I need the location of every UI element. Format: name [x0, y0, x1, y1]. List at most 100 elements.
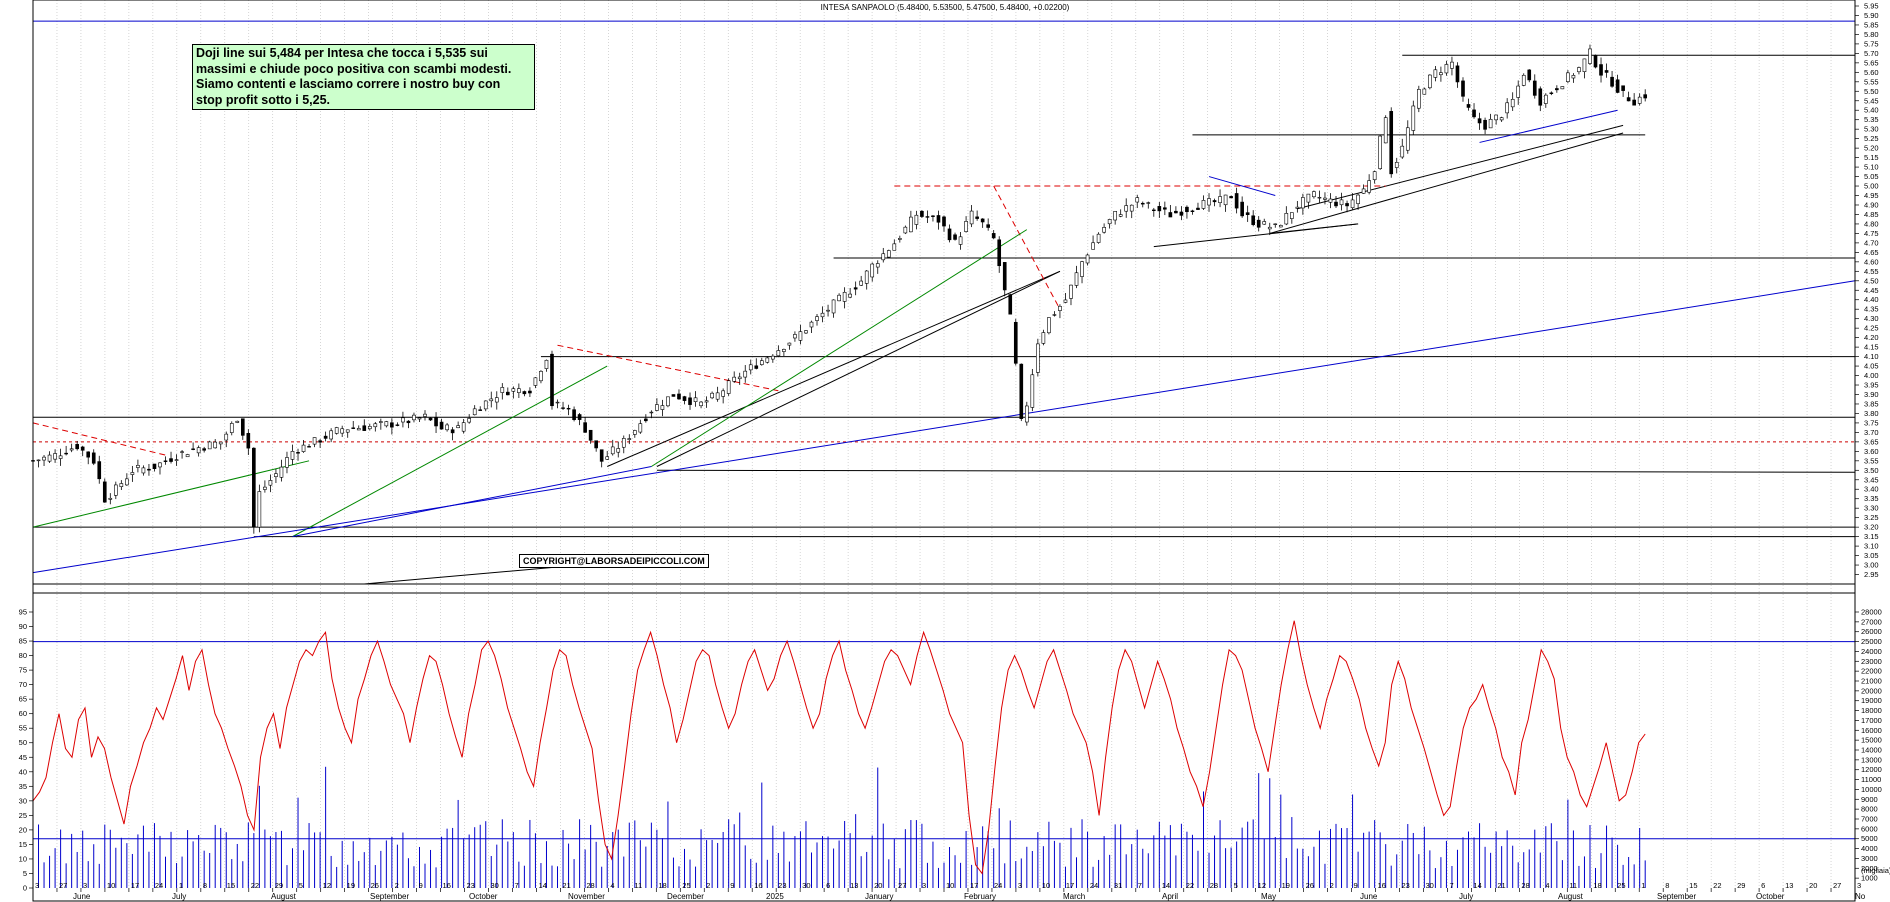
candle-body [395, 424, 400, 426]
x-tick-label: 20 [1809, 881, 1817, 890]
volume-tick-label: 7000 [1861, 815, 1878, 824]
x-month-label: July [1459, 892, 1473, 901]
candle-body [572, 409, 576, 420]
x-tick-label: 14 [538, 881, 546, 890]
x-month-label: February [964, 892, 996, 901]
candle-body [1621, 85, 1625, 91]
candle-body [1234, 193, 1239, 209]
price-tick-label: 3.95 [1864, 381, 1879, 390]
candle-body [666, 396, 670, 407]
candle-body [1604, 70, 1609, 73]
candle-body [953, 234, 957, 240]
support-line [656, 469, 1856, 473]
osc-tick-label: 30 [19, 796, 27, 805]
candle-body [1394, 162, 1399, 168]
candle-body [1378, 135, 1382, 170]
x-tick-label: 12 [323, 881, 331, 890]
oscillator-panel [32, 620, 1855, 888]
osc-tick-label: 35 [19, 782, 27, 791]
x-tick-label: 27 [59, 881, 67, 890]
candle-body [1212, 200, 1217, 203]
osc-tick-label: 55 [19, 724, 27, 733]
candle-body [533, 377, 538, 386]
candle-body [1588, 48, 1592, 64]
price-tick-label: 5.70 [1864, 49, 1879, 58]
candle-body [174, 459, 179, 461]
candle-body [191, 448, 195, 450]
chart-title: INTESA SANPAOLO (5.48400, 5.53500, 5.475… [821, 3, 1070, 12]
x-tick-label: 22 [251, 881, 259, 890]
price-tick-label: 3.90 [1864, 390, 1879, 399]
candle-body [820, 312, 825, 318]
candle-body [1019, 363, 1024, 419]
resistance-line [32, 422, 166, 456]
price-tick-label: 5.65 [1864, 58, 1879, 67]
candle-body [1091, 242, 1095, 250]
candle-body [1201, 200, 1206, 209]
osc-tick-label: 95 [19, 608, 27, 617]
osc-tick-label: 75 [19, 666, 27, 675]
x-tick-label: 13 [1785, 881, 1793, 890]
candle-body [1262, 221, 1267, 225]
candle-body [1267, 226, 1272, 230]
candle-body [1389, 111, 1394, 175]
x-tick-label: 30 [1425, 881, 1433, 890]
copyright-label: COPYRIGHT@LABORSADEIPICCOLI.COM [519, 554, 709, 568]
candle-body [1251, 215, 1256, 225]
volume-tick-label: 22000 [1861, 667, 1882, 676]
volume-tick-label: 28000 [1861, 608, 1882, 617]
x-tick-label: 8 [1665, 881, 1669, 890]
x-month-label: July [172, 892, 186, 901]
candle-body [1527, 69, 1532, 81]
candle-body [699, 401, 703, 407]
blue-trendline [1479, 109, 1618, 143]
price-tick-label: 5.10 [1864, 163, 1879, 172]
candle-body [958, 236, 963, 245]
candle-body [621, 438, 626, 448]
x-tick-label: 13 [850, 881, 858, 890]
x-tick-label: 10 [107, 881, 115, 890]
candle-body [1047, 317, 1051, 334]
candle-body [1372, 171, 1377, 180]
x-tick-label: 21 [1497, 881, 1505, 890]
candle-body [936, 215, 941, 223]
candle-body [1218, 196, 1222, 203]
candle-body [671, 394, 676, 397]
price-tick-label: 4.55 [1864, 267, 1879, 276]
candle-body [1058, 305, 1062, 311]
candle-body [1599, 64, 1603, 76]
candle-body [263, 486, 267, 490]
candle-body [1163, 207, 1167, 210]
price-tick-label: 4.10 [1864, 352, 1879, 361]
candle-body [108, 497, 113, 500]
candle-body [1317, 196, 1322, 199]
x-tick-label: 17 [970, 881, 978, 890]
candle-body [1532, 80, 1537, 96]
x-tick-label: 18 [658, 881, 666, 890]
price-tick-label: 3.05 [1864, 551, 1879, 560]
candle-body [307, 446, 311, 448]
candle-body [390, 422, 394, 428]
x-tick-label: 17 [131, 881, 139, 890]
x-tick-label: 12 [1258, 881, 1266, 890]
x-tick-label: 14 [1473, 881, 1481, 890]
support-line [656, 270, 1061, 467]
candle-body [467, 418, 471, 423]
candle-body [301, 444, 306, 452]
candle-body [1036, 343, 1040, 373]
x-tick-label: 30 [802, 881, 810, 890]
price-tick-label: 4.90 [1864, 200, 1879, 209]
candle-body [1278, 225, 1283, 228]
osc-tick-label: 80 [19, 651, 27, 660]
candle-body [1555, 88, 1559, 91]
price-tick-label: 3.45 [1864, 475, 1879, 484]
candle-body [345, 429, 350, 433]
price-tick-label: 2.95 [1864, 570, 1879, 579]
volume-tick-label: 8000 [1861, 805, 1878, 814]
x-tick-label: 15 [1689, 881, 1697, 890]
support-line [364, 566, 558, 585]
candle-body [1566, 72, 1570, 82]
candle-body [1157, 206, 1162, 212]
candle-body [837, 294, 841, 302]
x-month-label: No [1855, 892, 1866, 901]
